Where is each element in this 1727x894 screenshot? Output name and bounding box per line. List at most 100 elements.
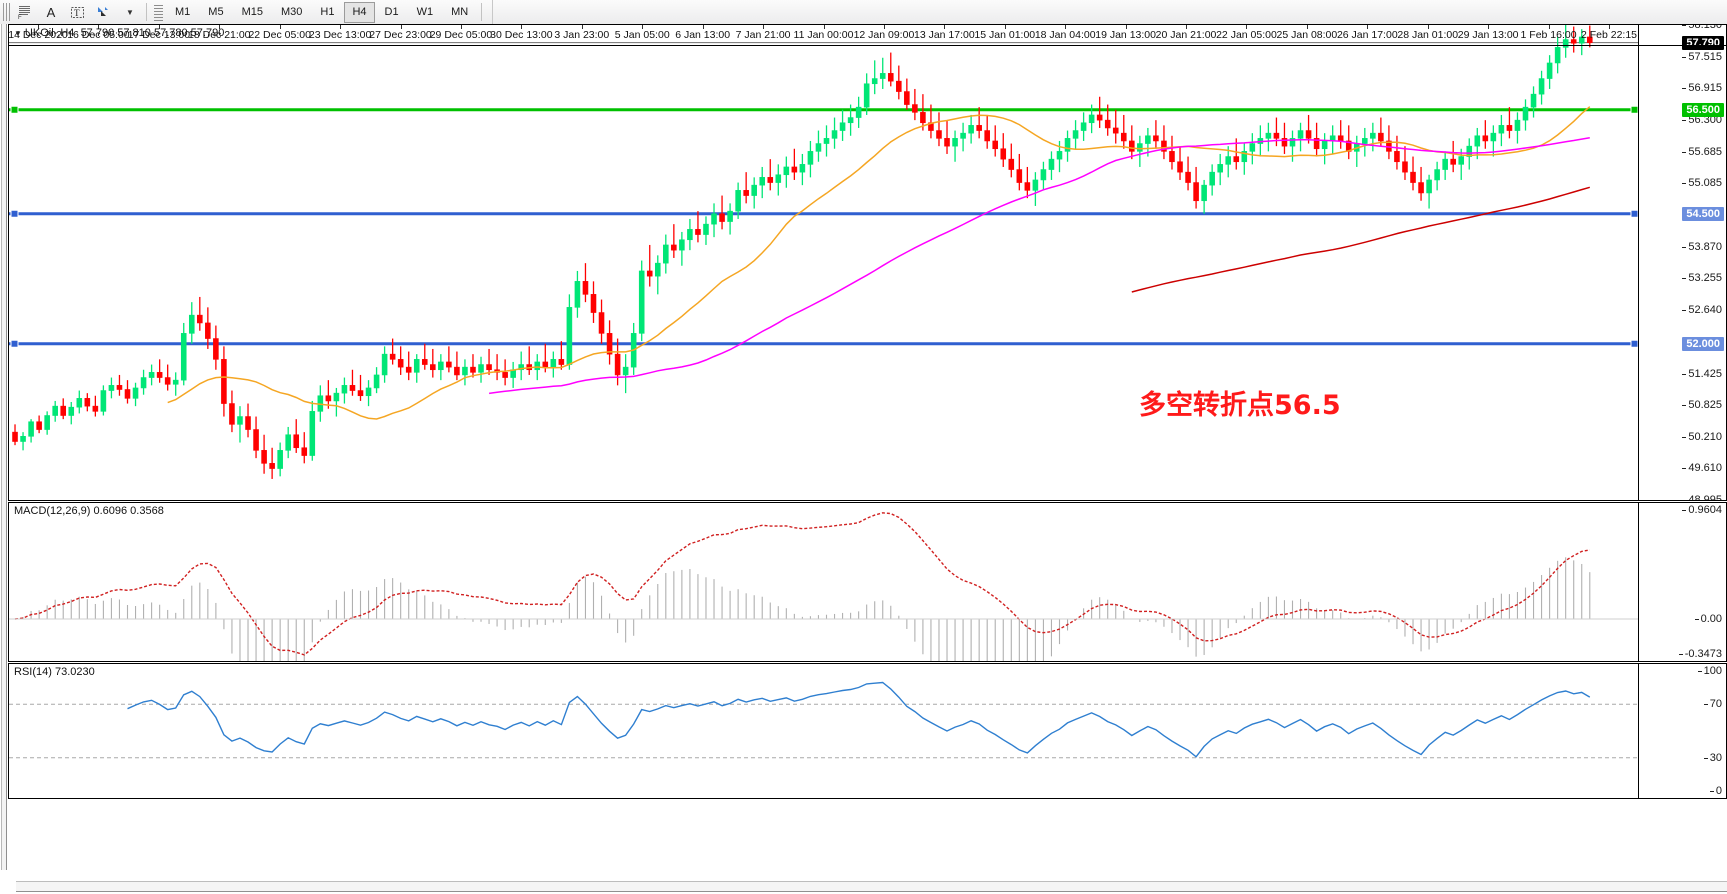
toolbar-empty-area [492,0,1727,24]
time-label: 13 Jan 17:00 [913,29,975,41]
shapes-icon[interactable] [91,1,115,23]
timeframe-w1[interactable]: W1 [416,6,434,18]
price-tick: 48.995 [1688,494,1722,500]
time-label: 15 Jan 01:00 [974,29,1036,41]
collapse-icon[interactable]: ▼ [14,28,22,38]
rsi-tick: 70 [1703,698,1722,711]
time-label: 11 Jan 00:00 [793,29,854,41]
price-plot[interactable]: 多空转折点56.5 [9,25,1638,500]
time-label: 6 Jan 13:00 [675,29,731,41]
macd-pane[interactable]: 0.9604 0.00 -0.3473 MACD(12,26,9) 0.6096 0… [8,502,1727,662]
time-tick [1246,25,1248,29]
chart-frame: 多空转折点56.5 58.130 57.515 56.915 56.300 55.685… [0,24,1727,894]
timeframe-d1[interactable]: D1 [384,6,399,18]
price-tag-level[interactable]: 56.500 [1682,102,1724,117]
price-tick: 51.425 [1682,367,1722,380]
price-tick: 49.610 [1682,462,1722,475]
timeframe-m15[interactable]: M15 [241,6,263,18]
rsi-pane[interactable]: 100 70 30 0 RSI(14) 73.0230 [8,663,1727,799]
time-label: 22 Dec 05:00 [248,29,311,41]
time-tick [158,25,160,29]
time-tick [400,25,402,29]
time-label: 23 Dec 13:00 [308,29,372,41]
text-label-icon[interactable]: T [65,1,89,23]
time-label: 29 Dec 05:00 [429,29,493,41]
macd-values: 0.6096 0.3568 [93,505,164,517]
period-separator-icon[interactable] [154,3,163,21]
time-label: 29 Jan 13:00 [1457,29,1519,41]
time-tick [1306,25,1308,29]
crosshair-f-icon[interactable]: F [13,1,37,23]
time-tick [1367,25,1369,29]
price-pane[interactable]: 多空转折点56.5 58.130 57.515 56.915 56.300 55.685… [8,24,1727,501]
time-label: 27 Dec 23:00 [369,29,432,41]
time-tick [1427,25,1429,29]
rsi-tick: 0 [1709,785,1722,797]
price-axis[interactable]: 58.130 57.515 56.915 56.300 55.685 55.085 54.5… [1638,25,1726,500]
time-axis-corner [1639,24,1727,46]
price-tick: 53.870 [1682,240,1722,253]
rsi-tick: 30 [1703,751,1722,764]
time-tick [883,25,885,29]
chevron-down-icon[interactable]: ▼ [126,7,134,17]
candlestick-svg [9,25,1638,479]
time-tick [823,25,825,29]
time-tick [581,25,583,29]
time-tick [1186,25,1188,29]
time-tick [702,25,704,29]
time-label: 7 Jan 21:00 [735,29,791,41]
chart-vertical-scrollbar[interactable] [0,24,8,870]
time-tick [1004,25,1006,29]
time-tick [1488,25,1490,29]
chart-horizontal-scrollbar[interactable] [16,880,1727,894]
time-label: 22 Jan 05:00 [1216,29,1277,41]
time-tick [219,25,221,29]
macd-plot[interactable] [9,503,1638,661]
time-label: 30 Dec 13:00 [490,29,553,41]
time-label: 18 Dec 21:00 [188,29,251,41]
chart-annotation-text: 多空转折点56.5 [1139,390,1341,421]
timeframe-m5[interactable]: M5 [208,6,224,18]
price-tick: 50.825 [1682,398,1722,411]
text-a-icon[interactable]: A [46,4,56,20]
time-tick [1065,25,1067,29]
time-axis-pane: 14 Dec 2020 16 Dec 05:00 17 Dec 13:00 18 De… [8,24,1727,46]
time-tick [279,25,281,29]
timeframe-mn[interactable]: MN [451,6,469,18]
timeframe-m30[interactable]: M30 [280,6,303,18]
rsi-tick: 100 [1697,665,1722,677]
toolbar-drag-handle[interactable] [3,3,10,21]
macd-svg [9,512,1638,661]
toolbar-separator-2 [481,3,483,21]
rsi-plot[interactable] [9,664,1638,798]
price-tag-level[interactable]: 54.500 [1682,206,1724,221]
time-tick [521,25,523,29]
time-label: 19 Jan 13:00 [1095,29,1156,41]
symbol-ohlc: 57.790 57.810 57.780 57.790 [80,27,225,39]
timeframe-group: M1 M5 M15 M30 H1 H4 D1 W1 MN [166,1,477,23]
time-tick [38,25,39,29]
price-tick: 50.210 [1682,430,1722,443]
macd-name: MACD(12,26,9) [14,505,91,517]
rsi-label: RSI(14) 73.0230 [14,666,95,678]
time-label: 1 Feb 16:00 [1520,29,1577,41]
timeframe-h4[interactable]: H4 [344,1,375,23]
time-axis[interactable]: 14 Dec 2020 16 Dec 05:00 17 Dec 13:00 18 De… [8,24,1639,46]
time-label: 2 Feb 22:15 [1580,29,1638,41]
timeframe-h1[interactable]: H1 [320,6,335,18]
rsi-name: RSI(14) [14,666,52,678]
price-tick: 56.915 [1682,82,1722,95]
price-tick: 55.685 [1682,146,1722,159]
symbol-title: UKOil-,H4 [24,27,75,39]
svg-text:F: F [18,15,22,20]
symbol-info-label: ▼ UKOil-,H4 57.790 57.810 57.780 57.790 [14,27,224,39]
price-tag-level[interactable]: 52.000 [1682,336,1724,351]
macd-tick: 0.00 [1694,613,1722,626]
toolbar-separator [146,3,147,21]
macd-axis: 0.9604 0.00 -0.3473 [1638,503,1726,661]
timeframe-m1[interactable]: M1 [175,6,191,18]
macd-tick: -0.3473 [1678,648,1722,660]
time-tick [1548,25,1550,29]
time-label: 25 Jan 08:00 [1276,29,1338,41]
price-tick: 56.300 [1682,114,1722,127]
